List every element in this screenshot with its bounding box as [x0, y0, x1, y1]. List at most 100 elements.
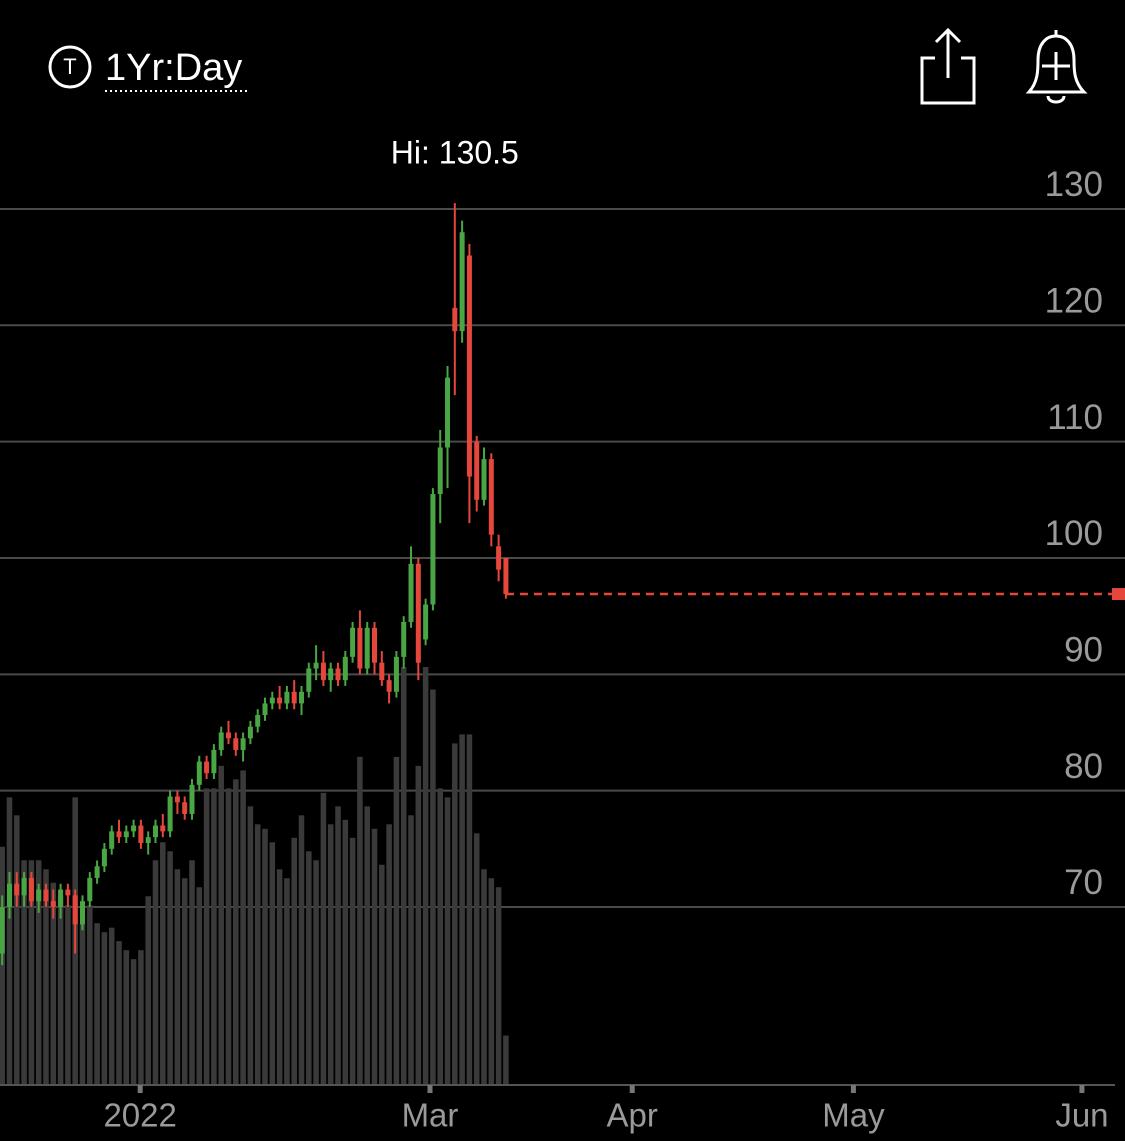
y-tick-label: 70 — [1064, 863, 1103, 902]
candle-body — [386, 680, 392, 692]
candle-body — [459, 232, 465, 332]
period-selector[interactable]: T 1Yr:Day — [48, 45, 250, 92]
volume-bar — [203, 788, 210, 1085]
x-tick-label: Mar — [402, 1097, 459, 1134]
candle-body — [372, 627, 378, 663]
candle-body — [167, 796, 173, 832]
y-tick-label: 120 — [1045, 282, 1103, 321]
alert-button[interactable] — [1025, 30, 1088, 104]
candle-body — [393, 656, 399, 692]
volume-bar — [400, 667, 407, 1085]
volume-bar — [130, 959, 137, 1085]
candle-body — [364, 627, 370, 669]
volume-bar — [138, 950, 144, 1085]
candle-body — [226, 732, 232, 739]
candle-body — [452, 307, 458, 332]
type-icon-label[interactable]: T — [63, 54, 76, 79]
candle-body — [196, 761, 202, 785]
volume-bar — [211, 788, 217, 1085]
volume-bar — [218, 765, 224, 1085]
volume-bar — [167, 851, 173, 1085]
volume-bar — [79, 923, 86, 1085]
y-tick-label: 80 — [1064, 747, 1103, 786]
volume-bar — [386, 824, 392, 1085]
y-tick-label: 110 — [1047, 398, 1103, 437]
volume-bar — [481, 869, 487, 1085]
share-box[interactable] — [920, 56, 976, 105]
candle-body — [36, 889, 42, 902]
x-tick-label: May — [822, 1097, 885, 1134]
share-button[interactable] — [920, 27, 976, 105]
volume-bar — [35, 860, 42, 1085]
volume-bar — [284, 878, 290, 1085]
period-label[interactable]: 1Yr:Day — [105, 47, 242, 89]
candle-body — [423, 604, 429, 640]
candle-body — [131, 825, 137, 832]
volume-bar — [233, 779, 239, 1085]
candle-body — [379, 662, 385, 681]
volume-bar — [357, 756, 363, 1085]
volume-bar — [495, 887, 502, 1085]
candle-body — [138, 825, 144, 844]
candle-body — [313, 662, 319, 669]
candle-body — [474, 441, 480, 500]
candle-body — [58, 889, 64, 907]
candle-body — [466, 255, 472, 477]
volume-bar — [108, 927, 115, 1085]
candle-body — [262, 703, 268, 716]
volume-bar — [94, 923, 100, 1085]
volume-bar — [65, 905, 71, 1085]
volume-bar — [152, 860, 159, 1085]
bell-plus[interactable] — [1042, 52, 1070, 80]
candle-body — [94, 866, 100, 878]
candle-body — [204, 761, 210, 774]
volume-bar — [21, 860, 27, 1085]
volume-bar — [291, 837, 297, 1085]
candle-body — [14, 883, 20, 896]
volume-bar — [116, 941, 122, 1085]
bell-body[interactable] — [1025, 34, 1088, 94]
volume-bar — [364, 806, 370, 1085]
volume-bar — [437, 788, 443, 1085]
volume-bar — [28, 860, 35, 1085]
candle-body — [496, 546, 502, 570]
candle-body — [291, 691, 297, 704]
volume-bar — [196, 887, 203, 1085]
candle-body — [240, 738, 246, 750]
candle-body — [28, 877, 34, 902]
share-arrow[interactable] — [934, 27, 962, 78]
candle-body — [415, 563, 421, 663]
volume-bar — [240, 770, 246, 1085]
candle-body — [43, 889, 49, 902]
candle-body — [357, 627, 363, 669]
candle-body — [65, 889, 71, 896]
candle-body — [6, 883, 12, 907]
candle-body — [233, 738, 239, 750]
candle-body — [430, 493, 436, 605]
volume-bar — [503, 1035, 509, 1085]
candle-body — [335, 668, 341, 681]
candle-body — [277, 697, 283, 704]
volume-bar — [50, 882, 57, 1085]
candle-body — [445, 377, 451, 448]
type-icon[interactable] — [48, 45, 92, 89]
candle-body — [306, 668, 312, 692]
volume-bar — [189, 860, 195, 1085]
volume-bar — [6, 797, 13, 1085]
candle-body — [182, 802, 188, 814]
volume-bar — [225, 788, 232, 1085]
volume-bar — [444, 797, 451, 1085]
volume-bar — [145, 896, 151, 1085]
volume-bar — [466, 734, 473, 1085]
volume-bar — [473, 833, 480, 1085]
candle-body — [401, 621, 407, 657]
volume-bar — [313, 860, 319, 1085]
candle-body — [50, 901, 56, 907]
candle-body — [503, 557, 509, 595]
bell-clapper[interactable] — [1046, 95, 1066, 104]
volume-bar — [247, 806, 254, 1085]
volume-bar — [306, 851, 312, 1085]
